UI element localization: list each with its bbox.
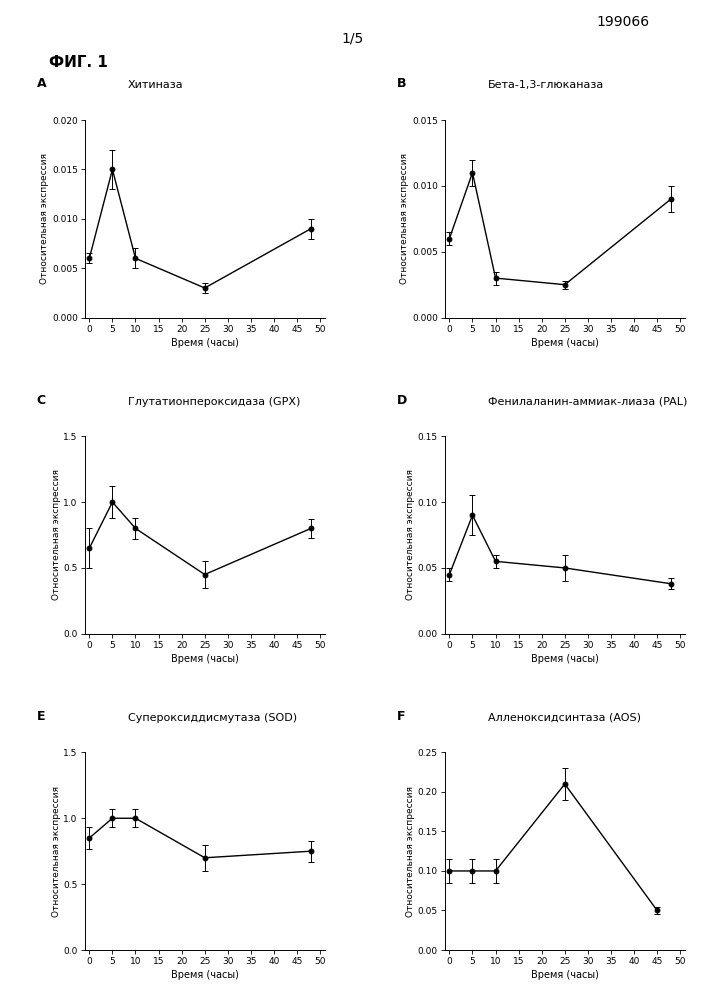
Text: A: A	[37, 77, 47, 90]
Text: Алленоксидсинтаза (AOS): Алленоксидсинтаза (AOS)	[488, 713, 641, 723]
Y-axis label: Относительная экспрессия: Относительная экспрессия	[40, 153, 49, 284]
Text: F: F	[397, 710, 405, 723]
Text: B: B	[397, 77, 406, 90]
X-axis label: Время (часы): Время (часы)	[531, 654, 599, 664]
X-axis label: Время (часы): Время (часы)	[531, 338, 599, 348]
Text: ФИГ. 1: ФИГ. 1	[49, 55, 108, 70]
Y-axis label: Относительная экспрессия: Относительная экспрессия	[52, 470, 61, 600]
Y-axis label: Относительная экспрессия: Относительная экспрессия	[400, 153, 409, 284]
X-axis label: Время (часы): Время (часы)	[171, 338, 239, 348]
Text: Супероксиддисмутаза (SOD): Супероксиддисмутаза (SOD)	[128, 713, 297, 723]
Text: 1/5: 1/5	[342, 32, 364, 46]
Y-axis label: Относительная экспрессия: Относительная экспрессия	[406, 786, 415, 917]
Text: Фенилаланин-аммиак-лиаза (PAL): Фенилаланин-аммиак-лиаза (PAL)	[488, 397, 688, 407]
Text: Глутатионпероксидаза (GPX): Глутатионпероксидаза (GPX)	[128, 397, 300, 407]
Text: E: E	[37, 710, 45, 723]
Y-axis label: Относительная экспрессия: Относительная экспрессия	[406, 470, 415, 600]
Text: D: D	[397, 394, 407, 407]
X-axis label: Время (часы): Время (часы)	[171, 654, 239, 664]
X-axis label: Время (часы): Время (часы)	[171, 970, 239, 980]
X-axis label: Время (часы): Время (часы)	[531, 970, 599, 980]
Y-axis label: Относительная экспрессия: Относительная экспрессия	[52, 786, 61, 917]
Text: C: C	[37, 394, 46, 407]
Text: Бета-1,3-глюканаза: Бета-1,3-глюканаза	[488, 80, 604, 90]
Text: 199066: 199066	[597, 15, 650, 29]
Text: Хитиназа: Хитиназа	[128, 80, 184, 90]
